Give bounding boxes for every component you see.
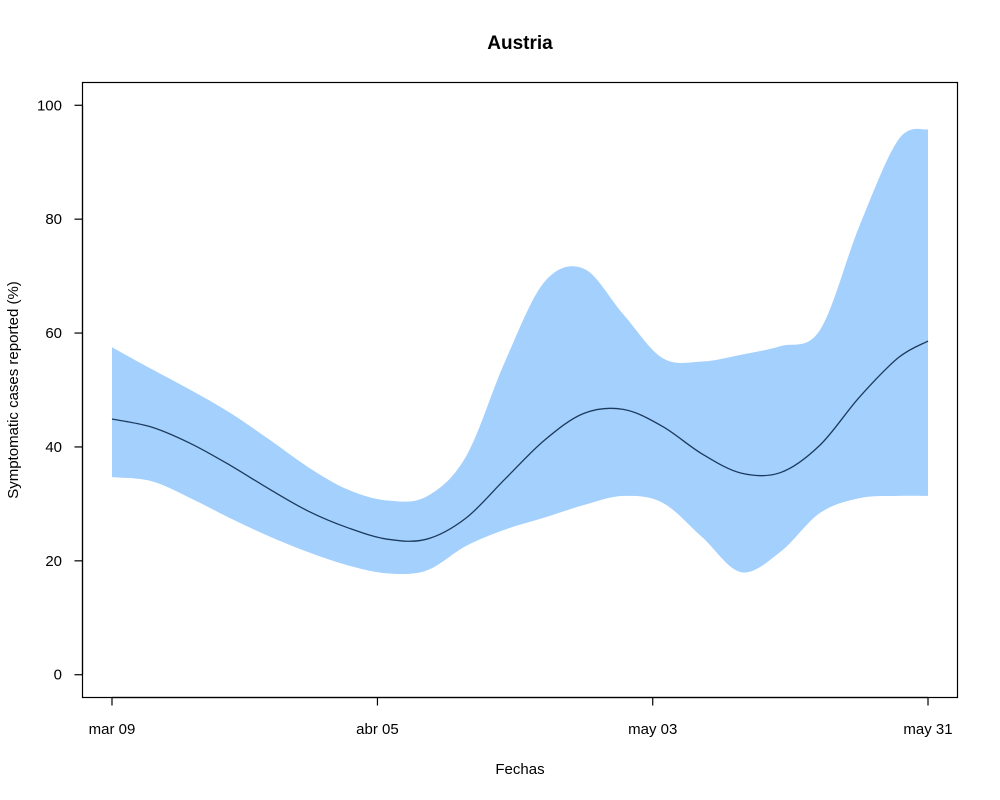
x-tick-label: may 03 xyxy=(628,721,677,738)
y-tick-label: 20 xyxy=(45,553,62,570)
y-tick-label: 80 xyxy=(45,211,62,228)
x-tick-label: may 31 xyxy=(903,721,952,738)
chart-title: Austria xyxy=(487,33,553,54)
x-tick-label: abr 05 xyxy=(356,721,399,738)
y-tick-label: 0 xyxy=(54,667,62,684)
x-axis-label: Fechas xyxy=(495,761,544,778)
plot-area xyxy=(111,128,929,575)
y-tick-label: 60 xyxy=(45,325,62,342)
confidence-band xyxy=(111,128,929,575)
y-axis-label: Symptomatic cases reported (%) xyxy=(5,281,22,499)
y-axis: 0 20 40 60 80 100 xyxy=(37,97,84,684)
estimate-line xyxy=(111,340,929,542)
y-tick-label: 40 xyxy=(45,439,62,456)
x-axis: mar 09 abr 05 may 03 may 31 xyxy=(89,696,953,738)
y-tick-label: 100 xyxy=(37,97,62,114)
x-tick-label: mar 09 xyxy=(89,721,136,738)
